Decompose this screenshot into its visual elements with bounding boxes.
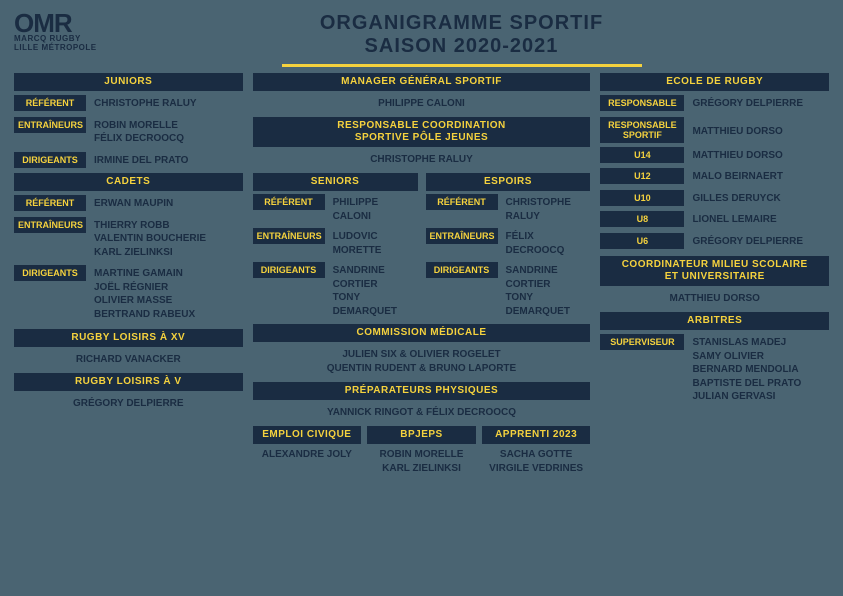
ecole-header: ECOLE DE RUGBY bbox=[600, 73, 829, 91]
apprenti-header: APPRENTI 2023 bbox=[482, 426, 591, 444]
u6-label: U6 bbox=[600, 233, 684, 249]
bpjeps-block: BPJEPS ROBIN MORELLE KARL ZIELINKSI bbox=[367, 426, 476, 478]
juniors-entraineurs-label: ENTRAÎNEURS bbox=[14, 117, 86, 133]
u12-value: MALO BEIRNAERT bbox=[688, 168, 829, 186]
title-underline bbox=[282, 64, 642, 67]
u8-value: LIONEL LEMAIRE bbox=[688, 211, 829, 229]
espoirs-dirigeants: SANDRINE CORTIER TONY DEMARQUET bbox=[502, 262, 591, 320]
cadets-dirigeants-label: DIRIGEANTS bbox=[14, 265, 86, 281]
title-line2: SAISON 2020-2021 bbox=[174, 35, 749, 58]
bottom-triple: EMPLOI CIVIQUE ALEXANDRE JOLY BPJEPS ROB… bbox=[253, 426, 591, 478]
logo: OMR MARCQ RUGBY LILLE MÉTROPOLE bbox=[14, 12, 174, 53]
u12-label: U12 bbox=[600, 168, 684, 184]
ecole-resp-sportif: MATTHIEU DORSO bbox=[688, 117, 829, 141]
seniors-espoirs-row: SENIORS RÉFÉRENTPHILIPPE CALONI ENTRAÎNE… bbox=[253, 173, 591, 320]
cadets-entraineurs-row: ENTRAÎNEURS THIERRY ROBB VALENTIN BOUCHE… bbox=[14, 217, 243, 262]
logo-sub2: LILLE MÉTROPOLE bbox=[14, 44, 174, 53]
espoirs-referent: CHRISTOPHE RALUY bbox=[502, 194, 591, 225]
u8-label: U8 bbox=[600, 211, 684, 227]
juniors-referent-label: RÉFÉRENT bbox=[14, 95, 86, 111]
ecole-resp-sportif-label: RESPONSABLE SPORTIF bbox=[600, 117, 684, 143]
u14-label: U14 bbox=[600, 147, 684, 163]
seniors-referent-label: RÉFÉRENT bbox=[253, 194, 325, 210]
espoirs-dirigeants-label: DIRIGEANTS bbox=[426, 262, 498, 278]
cadets-header: CADETS bbox=[14, 173, 243, 191]
espoirs-header: ESPOIRS bbox=[426, 173, 591, 191]
juniors-referent: CHRISTOPHE RALUY bbox=[90, 95, 243, 113]
header: OMR MARCQ RUGBY LILLE MÉTROPOLE ORGANIGR… bbox=[14, 12, 829, 67]
espoirs-entraineurs-label: ENTRAÎNEURS bbox=[426, 228, 498, 244]
cadets-referent: ERWAN MAUPIN bbox=[90, 195, 243, 213]
juniors-dirigeants-row: DIRIGEANTS IRMINE DEL PRATO bbox=[14, 152, 243, 170]
medicale-header: COMMISSION MÉDICALE bbox=[253, 324, 591, 342]
espoirs-entraineurs: FÉLIX DECROOCQ bbox=[502, 228, 591, 259]
seniors-entraineurs: LUDOVIC MORETTE bbox=[329, 228, 418, 259]
juniors-entraineurs: ROBIN MORELLE FÉLIX DECROOCQ bbox=[90, 117, 243, 148]
arbitres-superviseur-label: SUPERVISEUR bbox=[600, 334, 684, 350]
u6-value: GRÉGORY DELPIERRE bbox=[688, 233, 829, 251]
title-block: ORGANIGRAMME SPORTIF SAISON 2020-2021 bbox=[174, 12, 749, 67]
title-line1: ORGANIGRAMME SPORTIF bbox=[174, 12, 749, 35]
arbitres-row: SUPERVISEUR STANISLAS MADEJ SAMY OLIVIER… bbox=[600, 334, 829, 406]
u14-value: MATTHIEU DORSO bbox=[688, 147, 829, 165]
prep-header: PRÉPARATEURS PHYSIQUES bbox=[253, 382, 591, 400]
arbitres-value: STANISLAS MADEJ SAMY OLIVIER BERNARD MEN… bbox=[688, 334, 829, 406]
cadets-entraineurs: THIERRY ROBB VALENTIN BOUCHERIE KARL ZIE… bbox=[90, 217, 243, 262]
espoirs-referent-label: RÉFÉRENT bbox=[426, 194, 498, 210]
bpjeps-value: ROBIN MORELLE KARL ZIELINKSI bbox=[367, 446, 476, 478]
apprenti-block: APPRENTI 2023 SACHA GOTTE VIRGILE VEDRIN… bbox=[482, 426, 591, 478]
emploi-header: EMPLOI CIVIQUE bbox=[253, 426, 362, 444]
u10-value: GILLES DERUYCK bbox=[688, 190, 829, 208]
seniors-referent: PHILIPPE CALONI bbox=[329, 194, 418, 225]
col-right: ECOLE DE RUGBY RESPONSABLEGRÉGORY DELPIE… bbox=[600, 73, 829, 478]
coord-milieu-value: MATTHIEU DORSO bbox=[600, 290, 829, 308]
loisirs-v-header: RUGBY LOISIRS À V bbox=[14, 373, 243, 391]
juniors-dirigeants-label: DIRIGEANTS bbox=[14, 152, 86, 168]
emploi-block: EMPLOI CIVIQUE ALEXANDRE JOLY bbox=[253, 426, 362, 478]
emploi-value: ALEXANDRE JOLY bbox=[253, 446, 362, 464]
loisirs-v-value: GRÉGORY DELPIERRE bbox=[14, 395, 243, 413]
manager-value: PHILIPPE CALONI bbox=[253, 95, 591, 113]
seniors-dirigeants-label: DIRIGEANTS bbox=[253, 262, 325, 278]
prep-value: YANNICK RINGOT & FÉLIX DECROOCQ bbox=[253, 404, 591, 422]
coord-header: RESPONSABLE COORDINATION SPORTIVE PÔLE J… bbox=[253, 117, 591, 147]
cadets-dirigeants-row: DIRIGEANTS MARTINE GAMAIN JOËL RÉGNIER O… bbox=[14, 265, 243, 323]
seniors-block: SENIORS RÉFÉRENTPHILIPPE CALONI ENTRAÎNE… bbox=[253, 173, 418, 320]
logo-main: OMR bbox=[14, 12, 174, 35]
loisirs-xv-header: RUGBY LOISIRS À XV bbox=[14, 329, 243, 347]
seniors-dirigeants: SANDRINE CORTIER TONY DEMARQUET bbox=[329, 262, 418, 320]
u10-label: U10 bbox=[600, 190, 684, 206]
juniors-referent-row: RÉFÉRENT CHRISTOPHE RALUY bbox=[14, 95, 243, 113]
seniors-header: SENIORS bbox=[253, 173, 418, 191]
manager-header: MANAGER GÉNÉRAL SPORTIF bbox=[253, 73, 591, 91]
coord-milieu-header: COORDINATEUR MILIEU SCOLAIRE ET UNIVERSI… bbox=[600, 256, 829, 286]
medicale-value: JULIEN SIX & OLIVIER ROGELET QUENTIN RUD… bbox=[253, 346, 591, 378]
cadets-dirigeants: MARTINE GAMAIN JOËL RÉGNIER OLIVIER MASS… bbox=[90, 265, 243, 323]
juniors-entraineurs-row: ENTRAÎNEURS ROBIN MORELLE FÉLIX DECROOCQ bbox=[14, 117, 243, 148]
coord-value: CHRISTOPHE RALUY bbox=[253, 151, 591, 169]
col-mid: MANAGER GÉNÉRAL SPORTIF PHILIPPE CALONI … bbox=[253, 73, 591, 478]
apprenti-value: SACHA GOTTE VIRGILE VEDRINES bbox=[482, 446, 591, 478]
cadets-referent-label: RÉFÉRENT bbox=[14, 195, 86, 211]
col-left: JUNIORS RÉFÉRENT CHRISTOPHE RALUY ENTRAÎ… bbox=[14, 73, 243, 478]
loisirs-xv-value: RICHARD VANACKER bbox=[14, 351, 243, 369]
seniors-entraineurs-label: ENTRAÎNEURS bbox=[253, 228, 325, 244]
arbitres-header: ARBITRES bbox=[600, 312, 829, 330]
columns: JUNIORS RÉFÉRENT CHRISTOPHE RALUY ENTRAÎ… bbox=[14, 73, 829, 478]
ecole-responsable-label: RESPONSABLE bbox=[600, 95, 684, 111]
cadets-entraineurs-label: ENTRAÎNEURS bbox=[14, 217, 86, 233]
espoirs-block: ESPOIRS RÉFÉRENTCHRISTOPHE RALUY ENTRAÎN… bbox=[426, 173, 591, 320]
ecole-responsable: GRÉGORY DELPIERRE bbox=[688, 95, 829, 113]
bpjeps-header: BPJEPS bbox=[367, 426, 476, 444]
juniors-header: JUNIORS bbox=[14, 73, 243, 91]
juniors-dirigeants: IRMINE DEL PRATO bbox=[90, 152, 243, 170]
cadets-referent-row: RÉFÉRENT ERWAN MAUPIN bbox=[14, 195, 243, 213]
